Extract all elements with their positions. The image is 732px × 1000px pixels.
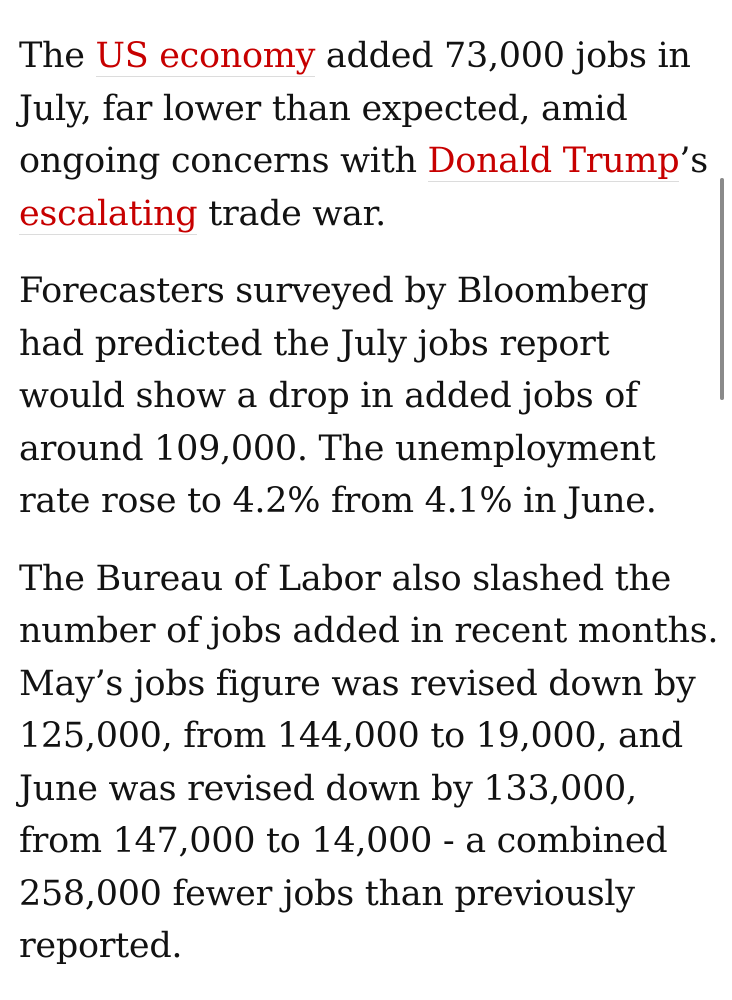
text-segment: trade war. [197,193,386,234]
text-segment: ’s [679,141,708,181]
text-segment: The Bureau of Labor also slashed the num… [19,558,719,967]
paragraph-1: The US economy added 73,000 jobs in July… [19,30,719,240]
scrollbar[interactable] [720,178,724,400]
text-segment: The [19,36,96,76]
paragraph-2: Forecasters surveyed by Bloomberg had pr… [19,265,719,528]
link-us-economy[interactable]: US economy [95,36,316,77]
text-segment: Forecasters surveyed by Bloomberg had pr… [19,271,657,521]
link-donald-trump[interactable]: Donald Trump [427,141,680,182]
article-body: The US economy added 73,000 jobs in July… [19,30,719,998]
text-segment: added 73,000 jobs in July, far lower tha… [19,36,691,181]
link-escalating[interactable]: escalating [19,193,198,235]
paragraph-3: The Bureau of Labor also slashed the num… [19,553,719,973]
